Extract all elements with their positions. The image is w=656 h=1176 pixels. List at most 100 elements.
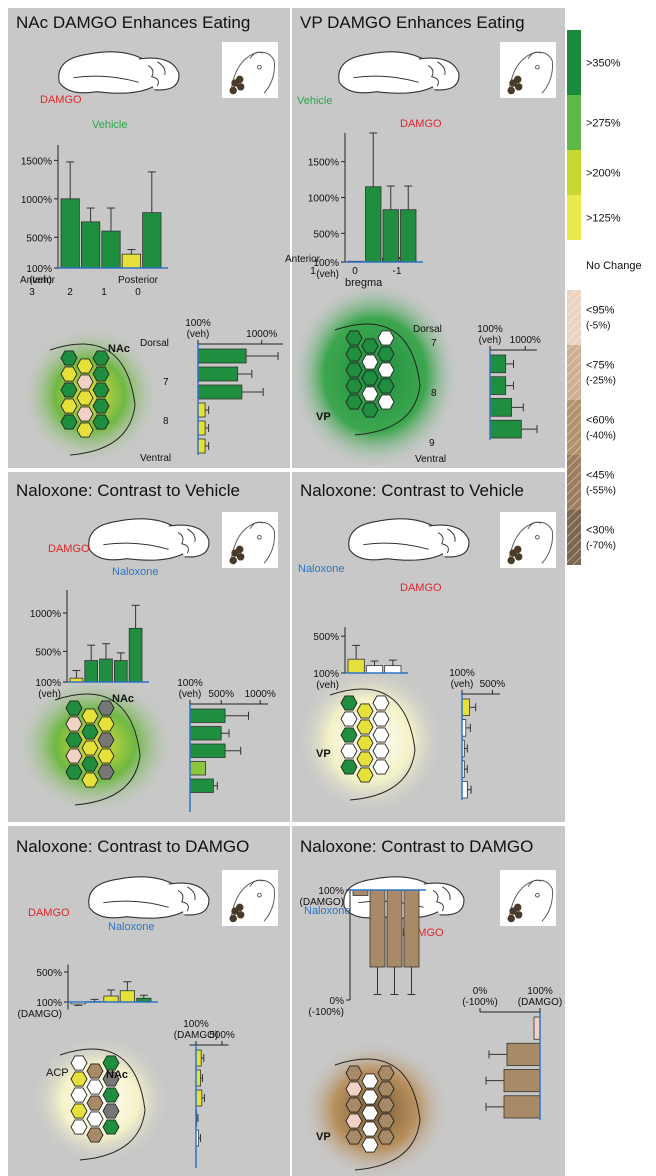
hex-site [103, 1056, 119, 1070]
bar [462, 781, 467, 798]
bar [61, 199, 79, 268]
axis-tick: 3 [29, 287, 35, 298]
bar [366, 666, 382, 673]
rat-icon [500, 42, 556, 98]
axis-tick: 9 [429, 438, 435, 449]
hex-site [378, 1130, 394, 1144]
hex-site [66, 717, 82, 731]
hex-site [93, 399, 109, 413]
legend-label: >275% [586, 118, 621, 130]
hex-site [82, 773, 98, 787]
y-tick-label: 100%(veh) [313, 669, 339, 691]
panel-title: Naloxone: Contrast to DAMGO [16, 837, 249, 856]
legend-label: <75% [586, 360, 615, 372]
x-tick-label: 100%(veh) [449, 668, 475, 690]
hex-site [373, 728, 389, 742]
axis-tick: 8 [431, 388, 437, 399]
y-tick-label: 500% [35, 647, 61, 658]
hex-site [103, 1120, 119, 1134]
hex-site [61, 399, 77, 413]
bar [85, 661, 98, 682]
hex-site [378, 1114, 394, 1128]
drug-label: DAMGO [28, 907, 70, 919]
panel-title: Naloxone: Contrast to Vehicle [300, 481, 524, 500]
rat-icon [222, 870, 278, 926]
bar [366, 187, 382, 262]
hex-site [98, 749, 114, 763]
y-tick-label: 1000% [30, 609, 61, 620]
hex-site [87, 1064, 103, 1078]
hex-site [357, 736, 373, 750]
hex-site [66, 765, 82, 779]
hex-site [357, 720, 373, 734]
hex-site [357, 752, 373, 766]
rat-icon [500, 512, 556, 568]
bar [190, 744, 225, 758]
legend-swatch [567, 95, 581, 150]
bar [387, 890, 402, 967]
hex-site [61, 351, 77, 365]
legend-label: <30% [586, 525, 615, 537]
legend-note: (-25%) [586, 376, 616, 387]
hex-site [71, 1104, 87, 1118]
page: NAc DAMGO Enhances Eating DAMGO Vehicle … [0, 0, 656, 1176]
hex-site [346, 395, 362, 409]
figure: NAc DAMGO Enhances Eating DAMGO Vehicle … [0, 0, 656, 1176]
rat-icon [222, 42, 278, 98]
legend-note: (-55%) [586, 486, 616, 497]
hex-site [61, 415, 77, 429]
legend-note: (-70%) [586, 541, 616, 552]
bar [114, 661, 127, 682]
bar [353, 890, 368, 896]
bar [198, 403, 205, 417]
hex-site [341, 696, 357, 710]
x-tick-label: 1000% [245, 689, 276, 700]
hex-site [378, 379, 394, 393]
legend-note: (-5%) [586, 321, 610, 332]
x-tick-label: 100%(veh) [185, 318, 211, 340]
bar [404, 890, 419, 967]
hex-site [98, 765, 114, 779]
hex-site [357, 704, 373, 718]
hex-site [378, 363, 394, 377]
y-tick-label: 100%(veh) [35, 678, 61, 700]
hex-site [77, 391, 93, 405]
hex-site [362, 339, 378, 353]
axis-label: Ventral [140, 453, 171, 464]
bar [370, 890, 385, 967]
x-tick-label: 500% [208, 689, 234, 700]
legend-label: <45% [586, 470, 615, 482]
bar [401, 210, 417, 262]
axis-tick: 2 [67, 287, 73, 298]
axis-label: Dorsal [413, 324, 442, 335]
panel-title: NAc DAMGO Enhances Eating [16, 13, 250, 32]
bar [507, 1043, 540, 1065]
hex-site [378, 1066, 394, 1080]
y-tick-label: 500% [313, 229, 339, 240]
bar [190, 709, 225, 723]
hex-site [71, 1088, 87, 1102]
bar [122, 254, 140, 268]
bar [198, 385, 242, 399]
y-tick-label: 500% [313, 632, 339, 643]
hex-site [362, 1090, 378, 1104]
hex-site [82, 741, 98, 755]
bar [196, 1090, 202, 1106]
region-label: VP [316, 411, 331, 423]
panel-title: Naloxone: Contrast to Vehicle [16, 481, 240, 500]
drug-label: DAMGO [400, 118, 442, 130]
axis-label: Ventral [415, 454, 446, 465]
legend-swatch [567, 240, 581, 290]
bar [490, 377, 506, 395]
drug-label: Vehicle [92, 119, 127, 131]
hex-site [93, 415, 109, 429]
hex-site [341, 712, 357, 726]
hex-site [362, 1106, 378, 1120]
hex-site [346, 1082, 362, 1096]
x-tick-label: 100%(veh) [477, 324, 503, 346]
y-tick-label: 1000% [308, 194, 339, 205]
bar [490, 420, 521, 438]
hex-site [341, 744, 357, 758]
hex-site [87, 1112, 103, 1126]
axis-tick: 7 [431, 338, 437, 349]
